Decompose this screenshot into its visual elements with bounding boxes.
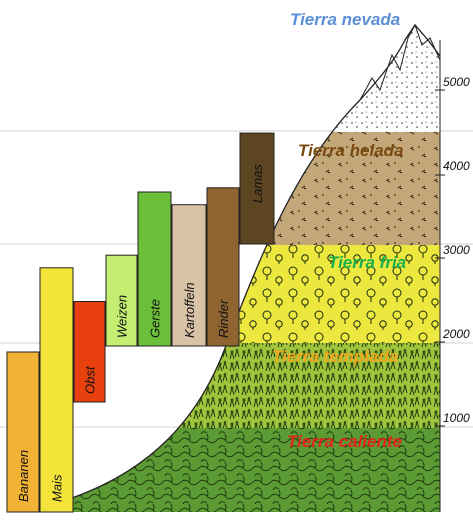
altitude-label-3000: 3000 xyxy=(443,243,470,257)
crop-bar-rinder xyxy=(206,187,240,347)
altitude-label-1000: 1000 xyxy=(443,411,470,425)
crop-bars: Bananen Mais Obst Weizen Gerste Kartoffeln Rin… xyxy=(6,132,275,513)
zone-label-caliente: Tierra caliente xyxy=(287,432,402,451)
snow-peaks xyxy=(359,23,441,101)
zone-label-templada: Tierra templada xyxy=(272,347,398,366)
crop-label-rinder: Rinder xyxy=(216,299,231,338)
crop-label-bananen: Bananen xyxy=(16,450,31,502)
crop-label-mais: Mais xyxy=(50,474,65,502)
crop-bar-mais xyxy=(39,267,74,513)
crop-label-kartoffeln: Kartoffeln xyxy=(182,282,197,338)
altitude-label-2000: 2000 xyxy=(442,327,470,341)
altitude-axis: 5000 4000 3000 2000 1000 xyxy=(435,40,470,512)
zone-label-fria: Tierra fria xyxy=(328,253,406,272)
crop-label-lamas: Lamas xyxy=(250,164,265,204)
crop-bar-obst xyxy=(73,301,106,403)
crop-bar-bananen xyxy=(6,351,40,513)
zone-label-nevada: Tierra nevada xyxy=(290,10,400,29)
crop-bar-gerste xyxy=(137,191,172,347)
crop-bar-kartoffeln xyxy=(171,204,207,347)
crop-bar-lamas xyxy=(239,132,275,245)
crop-label-obst: Obst xyxy=(83,365,98,394)
altitude-label-4000: 4000 xyxy=(443,159,470,173)
altitude-label-5000: 5000 xyxy=(443,75,470,89)
crop-bar-weizen xyxy=(105,254,138,347)
crop-label-gerste: Gerste xyxy=(148,299,163,338)
zone-label-helada: Tierra helada xyxy=(298,141,404,160)
crop-label-weizen: Weizen xyxy=(115,295,130,338)
zone-band-nevada xyxy=(72,25,440,132)
